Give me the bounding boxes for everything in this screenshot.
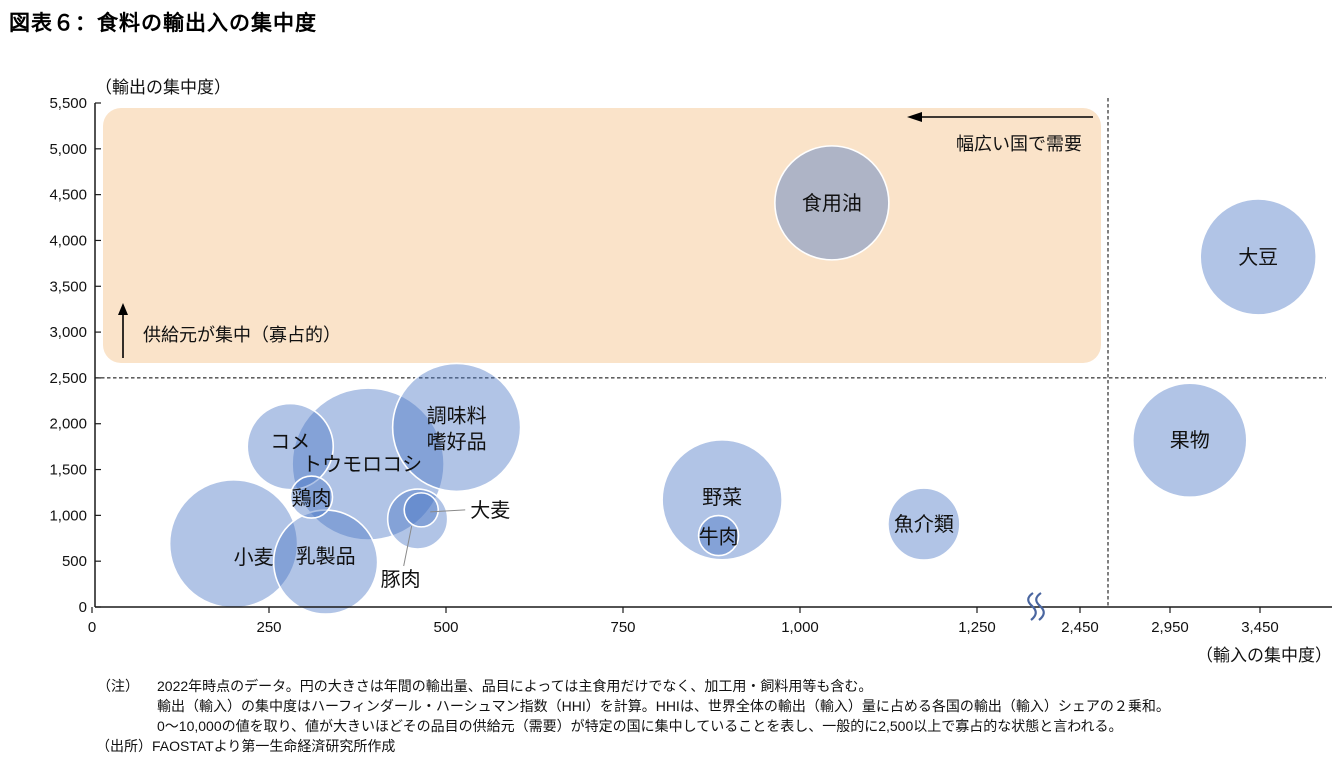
supply-concentration-annotation: 供給元が集中（寡占的） bbox=[143, 325, 341, 345]
bubble-wheat bbox=[168, 478, 299, 609]
bubble-beef bbox=[697, 514, 740, 557]
bubble-cooking-oil bbox=[774, 145, 890, 261]
y-tick-label: 1,500 bbox=[49, 462, 87, 479]
bubble-label-beef: 牛肉 bbox=[699, 526, 739, 549]
x-axis-unit-label: （輸入の集中度） bbox=[1196, 646, 1332, 665]
bubble-label-seafood: 魚介類 bbox=[894, 513, 954, 536]
bubble-fruits bbox=[1132, 382, 1248, 499]
y-tick-label: 2,000 bbox=[49, 416, 87, 433]
note-label: （注） bbox=[97, 678, 139, 694]
y-tick-label: 3,000 bbox=[49, 324, 87, 341]
x-tick-label: 2,450 bbox=[1061, 619, 1099, 636]
axis-break-mark bbox=[1027, 592, 1037, 621]
bubble-label-pork: 豚肉 bbox=[381, 568, 421, 591]
callout-barley bbox=[430, 509, 466, 513]
bubble-dairy bbox=[272, 509, 379, 615]
bubble-label-seasonings: 調味料 bbox=[427, 404, 487, 427]
x-tick-label: 750 bbox=[610, 619, 635, 636]
source-line: （出所）FAOSTATより第一生命経済研究所作成 bbox=[96, 738, 396, 754]
y-tick-label: 500 bbox=[62, 553, 87, 570]
bubble-seasonings bbox=[391, 362, 522, 493]
y-tick-label: 5,500 bbox=[49, 95, 87, 112]
chart-title: 図表６：食料の輸出入の集中度 bbox=[9, 12, 317, 35]
x-tick-label: 3,450 bbox=[1241, 619, 1279, 636]
y-tick-label: 1,000 bbox=[49, 507, 87, 524]
oligopoly-region bbox=[103, 108, 1101, 363]
y-tick-label: 5,000 bbox=[49, 141, 87, 158]
note-line-3: 0～10,000の値を取り、値が大きいほどその品目の供給元（需要）が特定の国に集… bbox=[157, 718, 1123, 734]
note-text-1: 2022年時点のデータ。円の大きさは年間の輸出量、品目によっては主食用だけでなく… bbox=[157, 678, 873, 694]
x-tick-label: 0 bbox=[88, 619, 96, 636]
bubble-label-soybeans: 大豆 bbox=[1238, 246, 1278, 269]
notes: （注） 2022年時点のデータ。円の大きさは年間の輸出量、品目によっては主食用だ… bbox=[96, 676, 1170, 756]
y-tick-label: 4,500 bbox=[49, 187, 87, 204]
y-tick-label: 2,500 bbox=[49, 370, 87, 387]
x-tick-label: 2,950 bbox=[1151, 619, 1189, 636]
bubble-seafood bbox=[887, 487, 961, 561]
bubble-label-corn: トウモロコシ bbox=[302, 454, 422, 476]
x-tick-label: 1,000 bbox=[781, 619, 819, 636]
bubble-label-seasonings: 嗜好品 bbox=[427, 430, 487, 453]
bubble-label-fruits: 果物 bbox=[1170, 429, 1210, 452]
y-axis-unit-label: （輸出の集中度） bbox=[95, 78, 231, 97]
bubble-soybeans bbox=[1199, 198, 1317, 316]
y-tick-label: 0 bbox=[79, 599, 87, 616]
bubble-pork bbox=[386, 488, 449, 550]
bubble-barley bbox=[403, 492, 440, 528]
left-arrow-head bbox=[907, 112, 922, 122]
bubble-vegetables bbox=[661, 438, 783, 561]
x-tick-label: 1,250 bbox=[958, 619, 996, 636]
callout-pork bbox=[403, 525, 413, 567]
bubble-label-chicken: 鶏肉 bbox=[291, 487, 331, 510]
bubble-label-barley: 大麦 bbox=[470, 499, 510, 522]
wide-demand-annotation: 幅広い国で需要 bbox=[956, 134, 1082, 154]
y-tick-label: 3,500 bbox=[49, 278, 87, 295]
bubble-label-wheat: 小麦 bbox=[234, 546, 274, 569]
x-tick-label: 250 bbox=[256, 619, 281, 636]
bubble-label-dairy: 乳製品 bbox=[296, 545, 356, 568]
x-tick-label: 500 bbox=[433, 619, 458, 636]
bubble-label-vegetables: 野菜 bbox=[702, 486, 742, 509]
y-tick-label: 4,000 bbox=[49, 232, 87, 249]
note-line-1: （注） 2022年時点のデータ。円の大きさは年間の輸出量、品目によっては主食用だ… bbox=[97, 676, 1170, 696]
bubble-label-rice: コメ bbox=[270, 432, 310, 454]
axis-break-mark bbox=[1035, 592, 1045, 621]
bubble-rice bbox=[246, 402, 335, 491]
bubble-label-cooking-oil: 食用油 bbox=[802, 192, 862, 215]
note-line-2: 輸出（輸入）の集中度はハーフィンダール・ハーシュマン指数（HHI）を計算。HHI… bbox=[157, 698, 1170, 714]
bubble-chart: 0 500 1,000 1,500 2,000 2,500 3,000 3,500 4,000 4… bbox=[49, 78, 1332, 665]
bubble-chicken bbox=[289, 475, 334, 519]
up-arrow-head bbox=[118, 303, 128, 315]
